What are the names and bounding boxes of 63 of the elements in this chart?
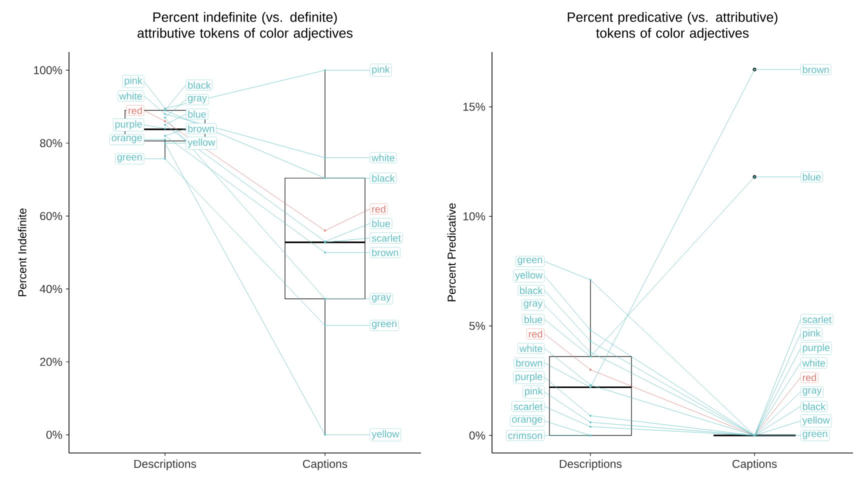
text: red [128, 106, 142, 114]
text: red [372, 205, 386, 213]
text: brown [516, 359, 542, 367]
y-tick-label: 100% [34, 66, 62, 74]
series-label: brown [188, 124, 214, 132]
x-tick-label: Captions [732, 460, 777, 470]
text: white [372, 154, 394, 162]
y-tick-label: 80% [40, 139, 62, 148]
text: pink [802, 329, 821, 339]
text: gray [188, 96, 207, 104]
x-tick-label: Captions [302, 460, 348, 470]
text: black [188, 81, 211, 89]
text: blue [372, 220, 390, 228]
text: purple [115, 120, 142, 130]
text: gray [372, 295, 391, 303]
x-tick-label: Descriptions [560, 460, 622, 470]
chart-title: Percent indefinite (vs. definite) attributive tokens of color adjectives [138, 12, 352, 41]
text: brown [802, 66, 829, 74]
text: purple [802, 344, 830, 354]
text: black [372, 174, 395, 182]
text: red [528, 330, 542, 338]
text: blue [802, 173, 821, 181]
series-label: blue [188, 110, 206, 118]
y-axis-title: Percent Indefinite [18, 208, 26, 296]
text: white [119, 92, 142, 100]
text: scarlet [372, 234, 401, 242]
text: green [117, 155, 142, 163]
y-tick-label: 20% [40, 358, 62, 366]
text: orange [112, 136, 142, 144]
x-tick-label: Descriptions [134, 460, 196, 470]
text: green [518, 258, 542, 266]
y-tick-label: 10% [463, 212, 486, 220]
text: white [519, 344, 542, 352]
y-axis-title: Percent Predicative [447, 203, 456, 302]
chart-title: Percent predicative (vs. attributive) tokens of color adjectives [568, 12, 778, 41]
text: purple [516, 372, 542, 382]
y-tick-label: 60% [40, 212, 62, 220]
text: crimson [508, 432, 542, 440]
text: gray [524, 301, 543, 309]
text: pink [372, 66, 390, 75]
y-tick-label: 40% [40, 284, 62, 294]
text: scarlet [802, 316, 832, 324]
text: gray [802, 388, 822, 396]
text: pink [525, 387, 543, 397]
text: green [802, 432, 828, 440]
text: yellow [802, 416, 830, 426]
text: brown [372, 248, 398, 256]
y-tick-label: 15% [463, 102, 486, 111]
y-tick-label: 0% [469, 431, 486, 440]
text: white [802, 359, 826, 367]
text: orange [512, 417, 542, 425]
text: green [372, 322, 396, 330]
text: blue [524, 316, 542, 324]
text: yellow [515, 271, 543, 281]
text: yellow [372, 430, 400, 440]
text: black [802, 402, 826, 410]
text: red [802, 374, 816, 382]
text: scarlet [514, 402, 543, 410]
y-tick-label: 0% [46, 430, 62, 439]
y-tick-label: 5% [469, 322, 486, 330]
text: pink [124, 76, 142, 86]
series-label: yellow [188, 138, 216, 148]
text: black [520, 286, 543, 294]
